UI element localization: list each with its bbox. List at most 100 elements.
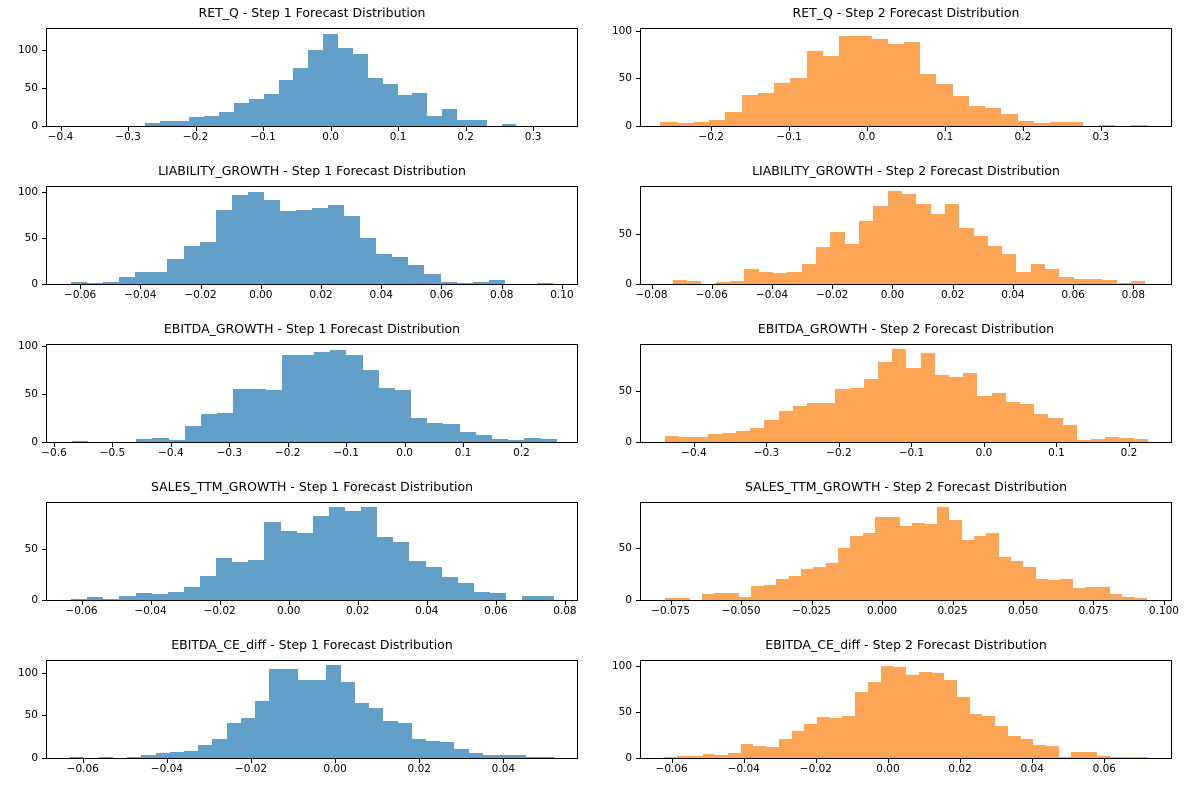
x-tick-label: 0.02 — [346, 605, 370, 617]
x-tick-label: −0.2 — [826, 447, 852, 459]
x-tick-label: 0.00 — [249, 289, 273, 301]
histogram-bar — [440, 741, 455, 758]
x-tick-label: 0.3 — [524, 131, 542, 143]
histogram-bar — [715, 282, 730, 284]
histogram-bar — [936, 83, 953, 126]
histogram-bar — [788, 576, 801, 600]
histogram-bar — [141, 754, 156, 758]
x-tick-label: −0.025 — [792, 605, 831, 617]
histogram-bar — [135, 592, 152, 600]
histogram-bar — [806, 50, 823, 126]
histogram-bar — [952, 95, 969, 126]
histogram-bar — [936, 507, 950, 600]
histogram-bar — [412, 93, 428, 126]
histogram-bar — [297, 354, 315, 442]
subplot-ebitda_growth-step-2: EBITDA_GROWTH - Step 2 Forecast Distribu… — [594, 316, 1189, 474]
histogram-bar — [686, 281, 702, 284]
histogram-bar — [427, 116, 443, 126]
x-tick-label: 0.08 — [553, 605, 577, 617]
histogram-bar — [850, 536, 863, 600]
x-tick-mark — [112, 443, 114, 447]
histogram-bar — [1076, 439, 1092, 442]
histogram-bar — [87, 596, 104, 600]
histogram-bar — [314, 351, 331, 442]
histogram-bar — [977, 395, 992, 442]
histogram-bar — [328, 507, 346, 600]
histogram-bar — [497, 754, 512, 758]
histogram-bar — [440, 282, 457, 284]
histogram-bar — [774, 82, 791, 126]
x-tick-label: 0.04 — [369, 289, 393, 301]
x-tick-mark — [195, 127, 197, 131]
x-tick-mark — [952, 285, 954, 289]
y-tick-label: 0 — [625, 119, 632, 132]
y-tick-mark — [42, 673, 46, 675]
subplot-sales_ttm_growth-step-2: SALES_TTM_GROWTH - Step 2 Forecast Distr… — [594, 474, 1189, 632]
histogram-bars — [71, 503, 555, 600]
x-tick-mark — [1012, 285, 1014, 289]
histogram-bar — [443, 423, 460, 442]
histogram-bar — [231, 195, 248, 284]
histogram-bar — [345, 511, 362, 600]
histogram-bar — [766, 747, 779, 758]
histogram-bars — [70, 661, 555, 758]
histogram-bar — [1020, 403, 1035, 442]
x-tick-mark — [564, 601, 566, 605]
y-tick-label: 50 — [618, 541, 632, 554]
histogram-bar — [168, 440, 185, 442]
y-tick-mark — [42, 548, 46, 550]
histogram-bar — [672, 280, 687, 284]
histogram-bar — [377, 537, 394, 600]
histogram-bar — [822, 56, 840, 126]
histogram-bar — [806, 402, 822, 442]
histogram-bar — [215, 209, 232, 284]
histogram-bar — [312, 679, 327, 758]
x-tick-mark — [419, 759, 421, 763]
histogram-bar — [297, 679, 313, 758]
x-tick-label: −0.04 — [727, 763, 760, 775]
plot-area — [640, 502, 1172, 601]
histogram-bar — [167, 591, 184, 600]
y-tick-label: 50 — [24, 81, 38, 94]
histogram-bar — [189, 116, 205, 126]
histogram-bar — [963, 373, 978, 442]
histogram-bar — [501, 123, 517, 126]
histogram-bar — [750, 427, 765, 442]
x-tick-label: 0.1 — [454, 447, 472, 459]
x-tick-mark — [463, 443, 465, 447]
histogram-bar — [280, 531, 297, 600]
histogram-bar — [482, 755, 498, 758]
histogram-bar — [184, 751, 199, 758]
histogram-bar — [425, 741, 441, 758]
y-tick-mark — [42, 125, 46, 127]
y-tick-label: 50 — [24, 709, 38, 722]
x-tick-label: −0.2 — [698, 131, 724, 143]
histogram-bar — [1011, 560, 1024, 600]
histogram-bar — [735, 430, 751, 442]
histogram-bar — [249, 388, 266, 442]
histogram-bar — [863, 379, 878, 442]
x-tick-label: 0.100 — [1148, 605, 1179, 617]
histogram-bar — [326, 665, 341, 758]
y-tick-mark — [42, 346, 46, 348]
x-tick-label: 0.06 — [1061, 289, 1085, 301]
histogram-bar — [281, 355, 298, 442]
histogram-bar — [183, 586, 201, 600]
histogram-bar — [247, 191, 264, 284]
histogram-bar — [702, 593, 715, 600]
y-tick-label: 0 — [31, 751, 38, 764]
x-tick-label: 0.000 — [867, 605, 898, 617]
histogram-bar — [1062, 424, 1077, 442]
x-tick-mark — [741, 601, 743, 605]
histogram-bar — [744, 269, 759, 284]
histogram-bar — [1005, 401, 1020, 442]
histogram-bar — [893, 666, 907, 758]
histogram-bar — [1072, 587, 1086, 600]
subplot-ret_q-step-1: RET_Q - Step 1 Forecast Distribution −0.4… — [0, 0, 594, 158]
x-tick-label: −0.02 — [203, 605, 236, 617]
histogram-bar — [212, 738, 227, 758]
histogram-bar — [442, 109, 457, 126]
histogram-bar — [409, 560, 426, 600]
x-tick-mark — [503, 759, 505, 763]
